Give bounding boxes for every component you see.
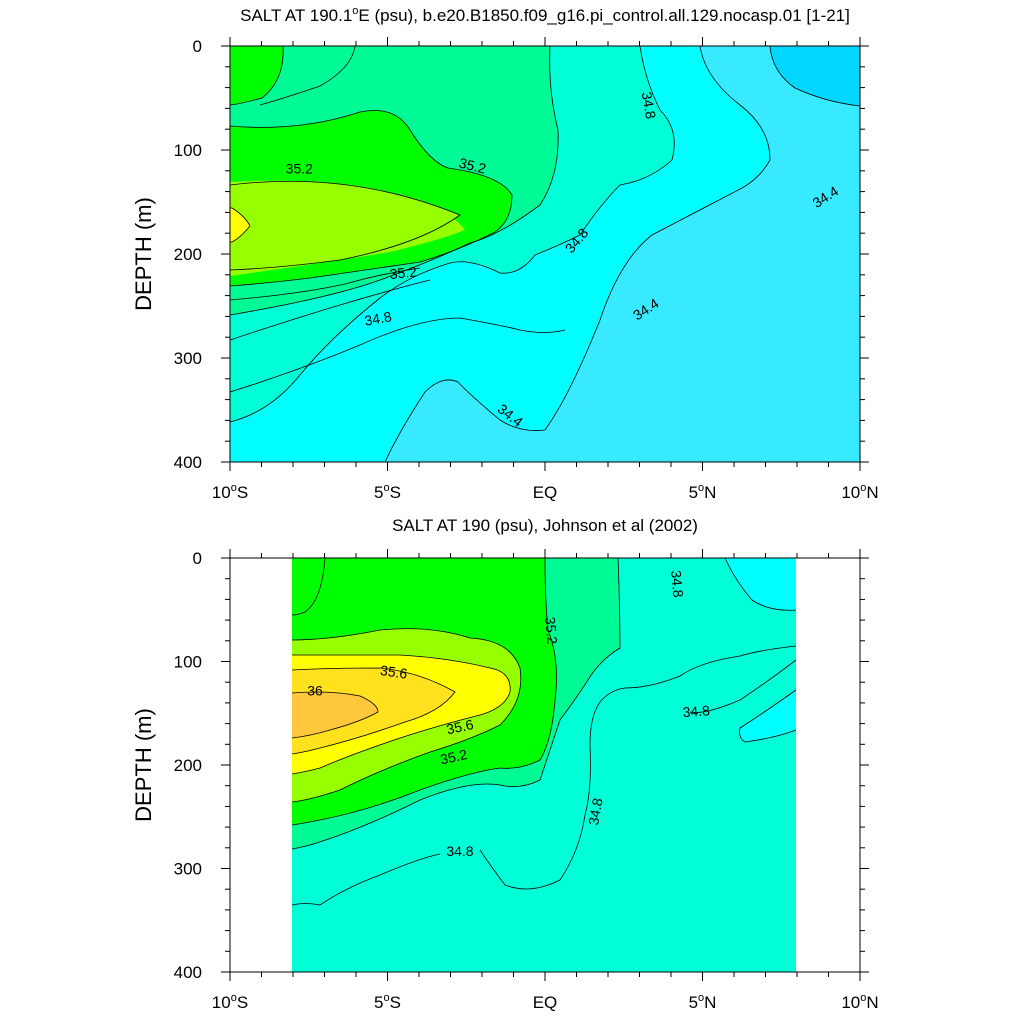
panel-observed-fill-gt-36-0 bbox=[292, 692, 378, 738]
contour-line bbox=[291, 853, 441, 906]
contour-label: 35.6 bbox=[379, 662, 408, 682]
contour-label: 34.8 bbox=[682, 702, 711, 720]
contour-label: 34.8 bbox=[639, 90, 660, 120]
contour-label: 35.2 bbox=[286, 161, 313, 177]
y-tick-label: 200 bbox=[174, 756, 202, 775]
contour-line bbox=[229, 279, 431, 341]
contour-line bbox=[291, 654, 511, 775]
contour-line bbox=[229, 45, 284, 106]
panel-observed-contour-labels: 36 35.6 35.6 35.2 35.2 34.8 34.8 34.8 34.8 bbox=[307, 570, 710, 859]
contour-label: 34.8 bbox=[585, 797, 606, 827]
panel-model-y-axis-label: DEPTH (m) bbox=[131, 197, 156, 311]
contour-line bbox=[230, 207, 251, 243]
contour-label: 34.8 bbox=[668, 570, 686, 599]
y-tick-label: 100 bbox=[174, 141, 202, 160]
x-tick-label: 5oN bbox=[689, 992, 717, 1012]
contour-line bbox=[291, 628, 522, 803]
contour-line bbox=[384, 45, 771, 463]
contour-label: 35.2 bbox=[542, 616, 560, 645]
panel-observed-axes: 0 100 200 300 400 10oS 5oS EQ 5oN 10oN bbox=[174, 549, 879, 1012]
y-tick-label: 400 bbox=[174, 963, 202, 982]
panel-observed-title: SALT AT 190 (psu), Johnson et al (2002) bbox=[392, 516, 698, 535]
contour-line bbox=[589, 645, 797, 746]
x-tick-label: EQ bbox=[533, 993, 558, 1012]
y-tick-label: 200 bbox=[174, 245, 202, 264]
contour-line bbox=[229, 180, 461, 271]
contour-line bbox=[769, 45, 861, 107]
contour-line bbox=[229, 110, 513, 287]
x-tick-label: 10oS bbox=[212, 992, 248, 1012]
panel-model-title: SALT AT 190.1oE (psu), b.e20.B1850.f09_g… bbox=[240, 5, 850, 25]
contour-line bbox=[291, 557, 621, 850]
y-tick-label: 100 bbox=[174, 653, 202, 672]
panel-model-plot-area: 35.2 35.235.234.834.834.834.434.434.4 bbox=[229, 45, 861, 463]
contour-line bbox=[259, 45, 356, 106]
x-tick-label: 5oS bbox=[374, 992, 401, 1012]
contour-label: 35.6 bbox=[445, 716, 475, 737]
contour-label: 35.2 bbox=[439, 746, 469, 767]
contour-label: 35.2 bbox=[389, 263, 418, 282]
contour-label: 35.2 bbox=[457, 155, 488, 177]
panel-observed-fill-34-6-34-8-a bbox=[725, 558, 796, 611]
panel-model-fill-lt-34-4 bbox=[770, 46, 860, 106]
x-tick-label: 5oN bbox=[689, 482, 717, 502]
x-tick-label: 10oN bbox=[841, 482, 878, 502]
panel-observed-contour-lines bbox=[291, 557, 797, 906]
contour-line bbox=[229, 45, 675, 423]
x-tick-label: 10oS bbox=[212, 482, 248, 502]
panel-observed-y-axis-label: DEPTH (m) bbox=[131, 708, 156, 822]
panel-model-title-main: SALT AT 190.1 bbox=[240, 6, 352, 25]
panel-model: SALT AT 190.1oE (psu), b.e20.B1850.f09_g… bbox=[131, 5, 879, 502]
contour-label: 34.8 bbox=[446, 843, 473, 859]
contour-line bbox=[291, 667, 456, 755]
contour-label: 34.8 bbox=[363, 308, 393, 329]
contour-line bbox=[291, 691, 379, 739]
y-tick-label: 300 bbox=[174, 349, 202, 368]
x-tick-label: EQ bbox=[533, 483, 558, 502]
contour-label: 36 bbox=[307, 682, 323, 698]
contour-line bbox=[724, 557, 797, 611]
y-tick-label: 400 bbox=[174, 453, 202, 472]
contour-line bbox=[479, 744, 591, 890]
contour-line bbox=[229, 317, 566, 393]
y-tick-label: 300 bbox=[174, 860, 202, 879]
panel-model-title-rest: E (psu), b.e20.B1850.f09_g16.pi_control.… bbox=[358, 6, 849, 25]
x-tick-label: 10oN bbox=[841, 992, 878, 1012]
y-tick-label: 0 bbox=[193, 37, 202, 56]
x-tick-label: 5oS bbox=[374, 482, 401, 502]
contour-line bbox=[291, 557, 326, 616]
panel-observed-plot-area: 36 35.6 35.6 35.2 35.2 34.8 34.8 34.8 34.8 bbox=[229, 557, 861, 973]
panel-model-axes: 0 100 200 300 400 10oS 5oS EQ 5oN 10oN bbox=[174, 37, 879, 502]
panel-model-title-degree: o bbox=[352, 5, 358, 17]
contour-line bbox=[229, 45, 559, 316]
contour-line bbox=[739, 689, 797, 743]
panel-model-contour-lines bbox=[229, 45, 861, 463]
contour-line bbox=[291, 557, 557, 826]
panel-observed: SALT AT 190 (psu), Johnson et al (2002) bbox=[131, 516, 879, 1012]
panel-observed-fill-34-6-34-8-b bbox=[739, 690, 796, 742]
y-tick-label: 0 bbox=[193, 549, 202, 568]
panel-model-fill-35-6-35-8 bbox=[230, 208, 250, 242]
panel-model-fill-35-4-35-6b bbox=[230, 181, 460, 270]
contour-line bbox=[229, 267, 421, 301]
contour-line bbox=[689, 659, 797, 713]
